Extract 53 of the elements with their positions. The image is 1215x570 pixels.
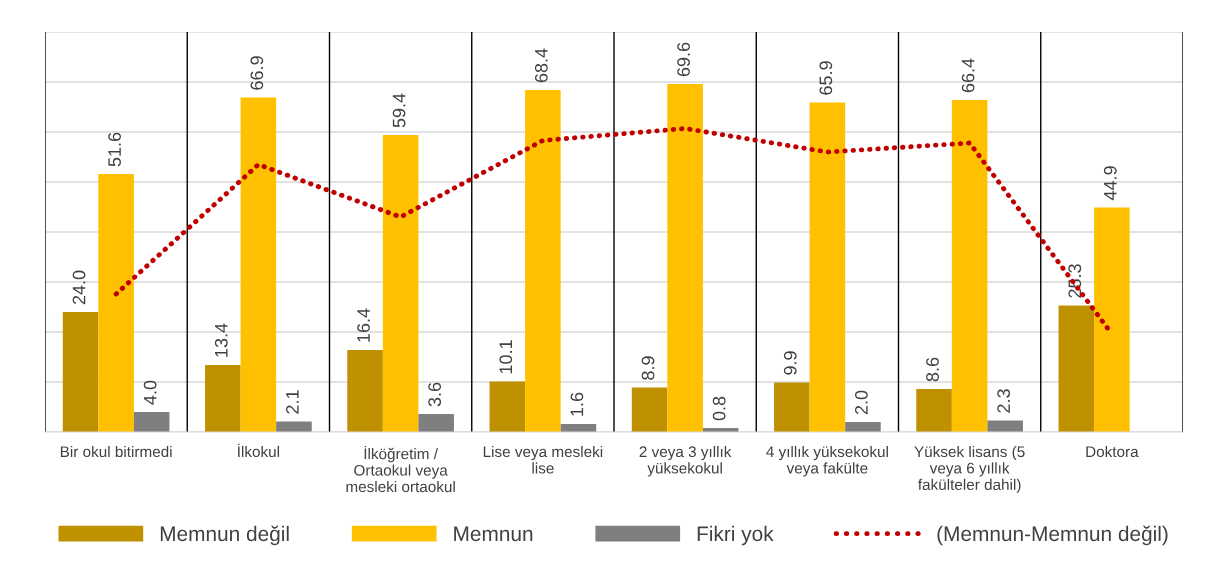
bar: [525, 90, 561, 432]
data-label: 3.6: [428, 382, 442, 407]
bar: [1058, 305, 1095, 432]
x-tick-label: Bir okul bitirmedi: [60, 445, 172, 458]
data-label: 51.6: [108, 132, 121, 167]
data-label: 4.0: [143, 380, 157, 405]
bar: [382, 135, 419, 432]
legend-label: (Memnun-Memnun değil): [937, 525, 1168, 546]
bar: [667, 84, 703, 432]
data-label: 2.3: [997, 389, 1011, 413]
bar: [845, 422, 881, 432]
bar: [98, 174, 134, 432]
bar: [62, 312, 99, 432]
data-label: 24.0: [72, 270, 86, 305]
bar: [347, 350, 383, 432]
legend-label: Fikri yok: [697, 525, 774, 546]
bar: [774, 382, 810, 432]
bar: [951, 100, 988, 432]
x-tick-label: 2 veya 3 yıllık yüksekokul: [639, 445, 732, 477]
bar: [809, 102, 846, 432]
data-label: 66.9: [250, 56, 264, 90]
data-label: 65.9: [819, 61, 833, 95]
data-label: 9.9: [783, 351, 797, 375]
x-tick-label: Lise veya mesleki lise: [483, 445, 603, 474]
data-label: 68.4: [534, 48, 548, 83]
data-label: 8.6: [926, 357, 939, 382]
data-label: 59.4: [392, 93, 406, 128]
data-label: 44.9: [1103, 166, 1117, 201]
x-tick-label: 4 yıllık yüksekokul veya fakülte: [766, 445, 888, 477]
x-tick-label: Doktora: [1086, 445, 1139, 458]
bar: [631, 387, 668, 432]
data-label: 0.8: [712, 396, 726, 421]
data-label: 2.1: [286, 390, 299, 414]
bar: [1094, 207, 1130, 432]
data-label: 66.4: [961, 58, 975, 93]
data-label: 69.6: [677, 42, 690, 77]
bar: [418, 414, 454, 432]
bar: [240, 97, 277, 432]
data-label: 1.6: [570, 392, 584, 416]
x-tick-label: Yüksek lisans (5 veya 6 yıllık fakülteler dahil): [914, 445, 1025, 494]
bar: [489, 381, 526, 432]
x-tick-label: İlköğretim / Ortaokul veya mesleki ortaokul: [346, 445, 455, 493]
data-label: 10.1: [499, 340, 513, 374]
legend-label: Memnun değil: [160, 525, 289, 546]
bar: [205, 365, 241, 432]
data-label: 8.9: [641, 356, 655, 380]
data-label: 2.0: [855, 390, 868, 415]
bar: [916, 389, 952, 432]
data-label: 13.4: [214, 323, 228, 357]
bar: [133, 412, 170, 432]
data-label: 16.4: [357, 308, 370, 342]
legend-label: Memnun: [454, 526, 533, 542]
x-tick-label: İlkokul: [238, 443, 280, 458]
